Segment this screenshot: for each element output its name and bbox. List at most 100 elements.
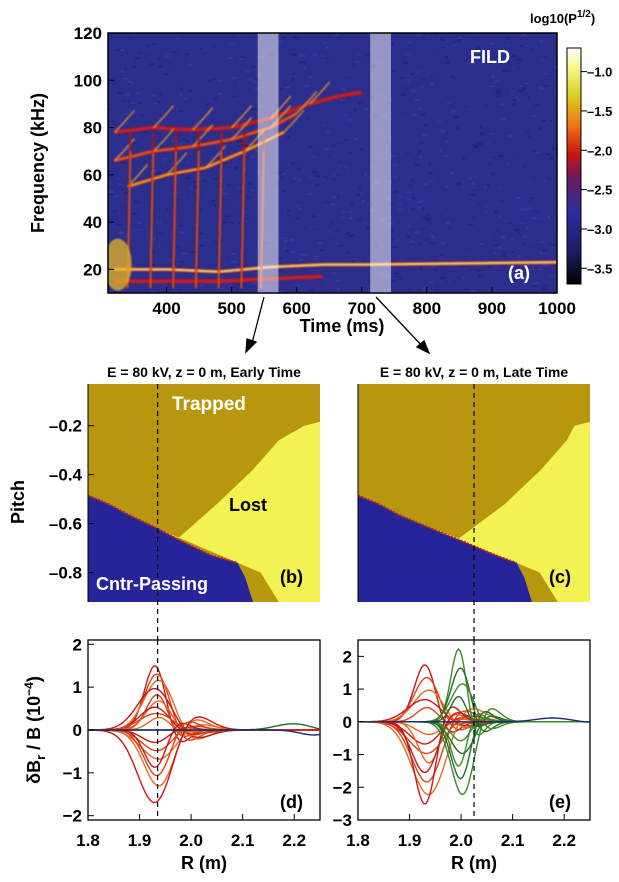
noise-speck [335,229,341,231]
noise-speck [150,290,155,292]
noise-speck [499,215,502,218]
noise-speck [407,224,411,228]
noise-speck [465,248,469,250]
noise-speck [407,287,410,290]
noise-speck [348,211,352,214]
noise-speck [446,60,450,64]
noise-speck [530,259,534,261]
noise-speck [347,253,350,256]
x-tick-label: 500 [217,299,245,318]
noise-speck [535,151,541,153]
noise-speck [493,252,497,255]
noise-speck [472,186,475,189]
noise-speck [507,162,511,165]
noise-speck [538,251,544,254]
noise-speck [121,155,124,157]
noise-speck [405,54,411,55]
noise-speck [417,206,422,209]
noise-speck [417,200,423,204]
panel-b-axes: –0.2 –0.4 –0.6 –0.8 [49,417,94,583]
y-tick-label: −2 [333,778,352,797]
noise-speck [540,59,545,61]
x-tick-label: 2.1 [231,831,255,850]
noise-speck [236,145,242,147]
noise-speck [285,212,289,216]
noise-speck [500,235,506,239]
noise-speck [517,67,520,70]
panel-e-label: (e) [549,792,571,812]
noise-speck [189,186,193,189]
noise-speck [284,249,288,252]
noise-speck [500,103,504,106]
mode-lines-d [88,665,320,804]
noise-speck [399,77,404,79]
noise-speck [530,197,534,199]
noise-speck [144,160,150,163]
noise-speck [365,221,370,223]
noise-speck [346,73,351,75]
noise-speck [452,219,455,221]
noise-speck [500,200,505,203]
noise-speck [429,242,436,245]
noise-speck [445,213,451,216]
noise-speck [417,150,423,153]
noise-speck [469,269,473,271]
noise-speck [138,102,142,104]
x-tick-label: 1.8 [76,831,100,850]
noise-speck [326,61,330,63]
noise-speck [304,84,309,88]
noise-speck [422,287,426,291]
x-tick-label: 1.8 [346,831,370,850]
noise-speck [336,174,341,176]
noise-speck [392,190,399,194]
noise-speck [301,253,308,256]
noise-speck [400,258,406,261]
noise-speck [205,103,209,107]
panel-b-title: E = 80 kV, z = 0 m, Early Time [107,364,301,380]
noise-speck [324,57,329,59]
x-tick-label: 2.0 [179,831,203,850]
noise-speck [494,229,500,231]
noise-speck [317,214,324,217]
noise-speck [109,108,112,111]
noise-speck [406,151,410,154]
chirp-branch [231,116,253,140]
noise-speck [138,229,143,231]
passing-region-b [88,495,253,602]
noise-speck [179,93,183,97]
noise-speck [336,142,343,144]
noise-speck [438,256,444,260]
noise-speck [331,196,337,199]
noise-speck [358,187,361,191]
noise-speck [484,186,488,189]
noise-speck [468,62,475,65]
noise-speck [167,164,170,167]
noise-speck [416,34,421,37]
noise-speck [157,171,162,174]
noise-speck [123,176,126,180]
noise-speck [240,55,245,58]
noise-speck [298,253,305,256]
noise-speck [467,108,473,110]
noise-speck [113,194,119,198]
noise-speck [113,210,117,213]
noise-speck [308,76,313,79]
chirp-branch [153,105,175,129]
noise-speck [369,280,372,283]
noise-speck [417,242,421,245]
noise-speck [394,274,397,278]
y-tick-label: 120 [74,24,102,43]
noise-speck [390,154,396,157]
noise-speck [178,225,183,227]
noise-speck [212,45,217,48]
noise-speck [116,224,122,227]
noise-speck [174,198,180,201]
noise-speck [350,286,355,289]
noise-speck [393,164,397,167]
noise-speck [293,177,297,180]
noise-speck [203,52,206,55]
noise-speck [488,158,493,160]
noise-speck [231,260,237,264]
highlight-band [257,33,279,293]
